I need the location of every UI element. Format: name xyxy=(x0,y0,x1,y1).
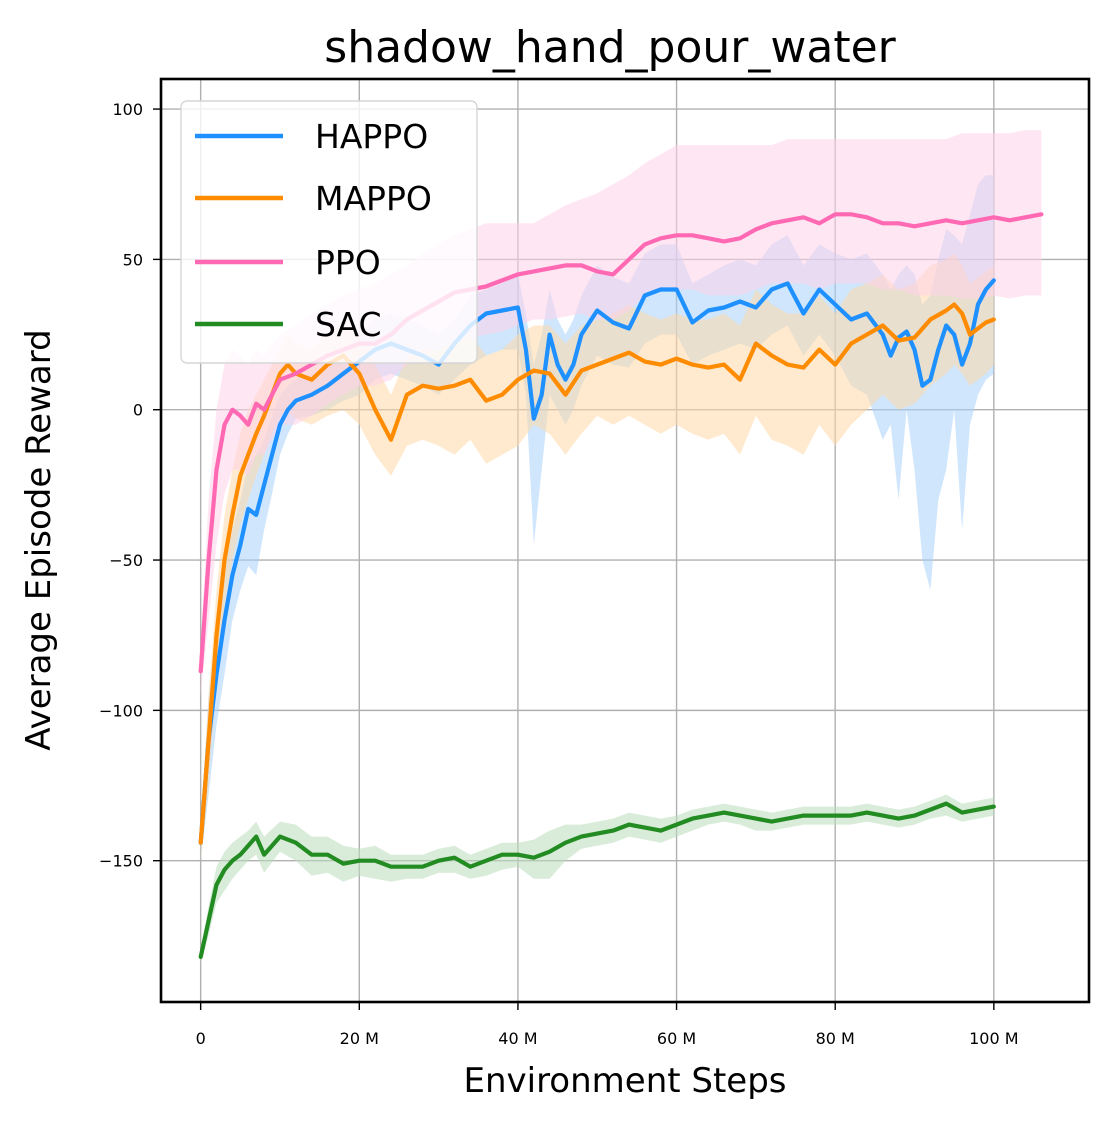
legend: HAPPO MAPPO PPO SAC xyxy=(180,100,478,364)
x-tick-label: 40 M xyxy=(498,1029,537,1048)
x-tick-label: 60 M xyxy=(657,1029,696,1048)
x-tick-label: 20 M xyxy=(340,1029,379,1048)
x-tick-label: 100 M xyxy=(969,1029,1018,1048)
series-line-ppo xyxy=(198,212,1044,674)
chart-title: shadow_hand_pour_water xyxy=(324,22,896,73)
y-tick-label: −150 xyxy=(99,852,143,871)
band-sac xyxy=(200,794,994,963)
x-tick-label: 80 M xyxy=(816,1029,855,1048)
series-line-mappo xyxy=(198,302,996,845)
x-tick-label: 0 xyxy=(196,1029,206,1048)
legend-label-ppo: PPO xyxy=(315,243,381,282)
band-mappo xyxy=(200,253,994,861)
y-tick-label: 0 xyxy=(133,401,143,420)
legend-label-mappo: MAPPO xyxy=(315,179,432,218)
legend-box xyxy=(180,100,478,364)
legend-label-sac: SAC xyxy=(315,305,382,344)
x-axis-ticks: 0 20 M 40 M 60 M 80 M 100 M xyxy=(196,1002,1019,1048)
y-tick-label: 50 xyxy=(123,250,143,269)
series-line-happo xyxy=(198,278,996,845)
y-tick-label: −100 xyxy=(99,701,143,720)
y-tick-label: 100 xyxy=(112,100,143,119)
series-lines xyxy=(198,212,1044,960)
plot-frame xyxy=(159,77,1091,1004)
series-line-sac xyxy=(198,801,996,960)
x-axis-label: Environment Steps xyxy=(463,1061,786,1101)
y-axis-ticks: 100 50 0 −50 −100 −150 xyxy=(99,100,161,871)
y-tick-label: −50 xyxy=(109,551,143,570)
y-axis-label: Average Episode Reward xyxy=(19,329,59,750)
legend-label-happo: HAPPO xyxy=(315,117,428,156)
